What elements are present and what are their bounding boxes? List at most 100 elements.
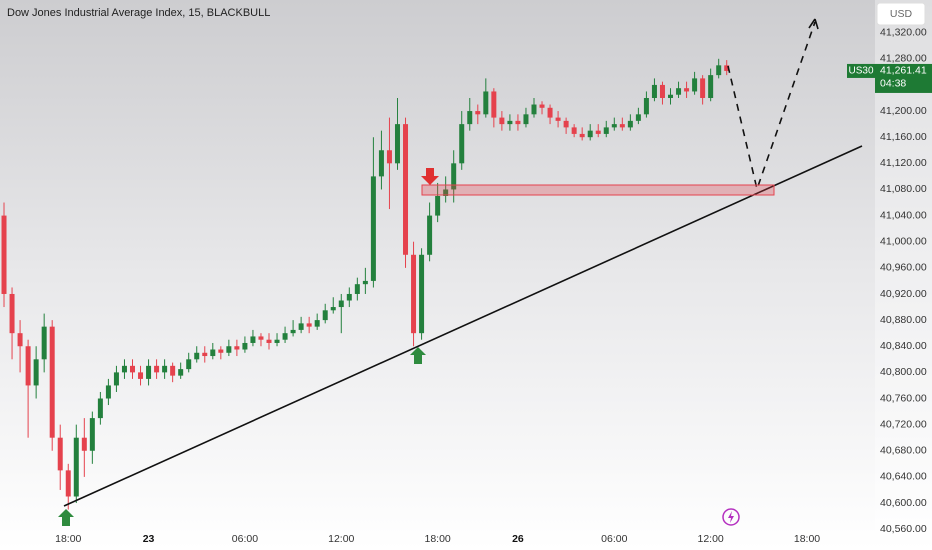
candle-body <box>97 398 103 419</box>
candle-body <box>411 254 417 334</box>
candle-body <box>515 120 521 125</box>
symbol-badge <box>847 63 875 78</box>
candle-body <box>178 369 184 376</box>
y-tick-label: 41,160.00 <box>880 131 927 143</box>
candle-body <box>218 349 224 353</box>
trend-line <box>63 145 863 507</box>
candle-body <box>523 114 529 125</box>
y-tick-label: 40,720.00 <box>880 418 927 430</box>
candle-body <box>435 195 441 216</box>
candle-body <box>298 323 304 330</box>
price-label: 41,261.41 <box>880 65 927 77</box>
candle-body <box>579 133 585 138</box>
candle-body <box>459 124 465 164</box>
candle-body <box>146 365 152 379</box>
y-tick-label: 41,200.00 <box>880 105 927 117</box>
price-badge <box>875 63 932 93</box>
candle-body <box>483 91 489 115</box>
y-tick-label: 40,600.00 <box>880 497 927 509</box>
y-tick-label: 40,640.00 <box>880 471 927 483</box>
x-tick-label: 18:00 <box>55 533 81 545</box>
candle-body <box>394 124 400 164</box>
candle-body <box>17 333 23 347</box>
candle-body <box>322 310 328 321</box>
candle-body <box>73 437 79 497</box>
candle-body <box>684 88 690 92</box>
candle-body <box>258 336 264 340</box>
y-tick-label: 41,000.00 <box>880 235 927 247</box>
candle-body <box>9 293 15 334</box>
candle-body <box>186 359 192 370</box>
projection-path <box>727 21 816 192</box>
x-tick-label: 23 <box>143 533 155 545</box>
candle-body <box>154 365 160 373</box>
projection-arrowhead <box>808 18 819 30</box>
candle-body <box>443 189 449 196</box>
up-arrow <box>410 347 426 364</box>
candle-body <box>531 104 537 115</box>
candle-body <box>419 254 425 334</box>
candle-body <box>539 104 545 108</box>
candle-body <box>547 107 553 118</box>
candle-body <box>129 365 135 373</box>
candle-body <box>716 65 722 76</box>
candle-body <box>668 94 674 98</box>
candle-body <box>194 352 200 360</box>
currency-button[interactable]: USD <box>876 2 926 26</box>
x-tick-label: 12:00 <box>698 533 724 545</box>
candle-body <box>33 359 39 386</box>
candle-body <box>57 437 63 471</box>
candle-body <box>338 300 344 308</box>
candle-body <box>250 336 256 343</box>
candle-body <box>595 130 601 134</box>
candle-body <box>555 117 561 121</box>
alert-icon[interactable] <box>722 508 740 526</box>
candle-body <box>467 111 473 125</box>
alert-bolt[interactable] <box>728 511 734 523</box>
candle-body <box>563 120 569 128</box>
chart-title: Dow Jones Industrial Average Index, 15, … <box>7 7 270 19</box>
candle-body <box>386 150 392 164</box>
resistance-zone <box>421 184 775 196</box>
y-tick-label: 41,280.00 <box>880 53 927 65</box>
candle-body <box>635 114 641 121</box>
candle-body <box>643 97 649 115</box>
candle-body <box>362 280 368 285</box>
x-tick-label: 06:00 <box>601 533 627 545</box>
currency-label[interactable]: USD <box>890 8 913 20</box>
x-tick-label: 26 <box>512 533 524 545</box>
candle-body <box>65 470 71 497</box>
candle-body <box>266 339 272 343</box>
candle-body <box>611 124 617 128</box>
candle-body <box>627 120 633 128</box>
candle-body <box>89 418 95 451</box>
candle-body <box>242 342 248 350</box>
candle-body <box>290 329 296 334</box>
candle-body <box>427 215 433 255</box>
candle-body <box>451 163 457 190</box>
candle-body <box>282 333 288 340</box>
drawings <box>58 18 863 526</box>
candle-body <box>499 117 505 125</box>
candle-body <box>475 111 481 115</box>
candle-body <box>1 215 7 294</box>
y-tick-label: 41,120.00 <box>880 157 927 169</box>
candle-body <box>274 339 280 343</box>
y-tick-label: 40,920.00 <box>880 288 927 300</box>
alert-circle[interactable] <box>722 508 740 526</box>
candle-body <box>619 124 625 128</box>
candle-body <box>651 84 657 98</box>
currency-box[interactable] <box>876 2 926 26</box>
down-arrow <box>421 168 439 185</box>
candle-body <box>330 307 336 311</box>
x-tick-label: 18:00 <box>794 533 820 545</box>
candle-body <box>676 88 682 95</box>
candle-body <box>346 293 352 301</box>
symbol-label: US30 <box>848 66 873 77</box>
candle-body <box>587 130 593 138</box>
candle-body <box>105 385 111 399</box>
countdown-label: 04:38 <box>880 78 906 90</box>
candle-body <box>700 78 706 98</box>
candle-body <box>692 78 698 92</box>
